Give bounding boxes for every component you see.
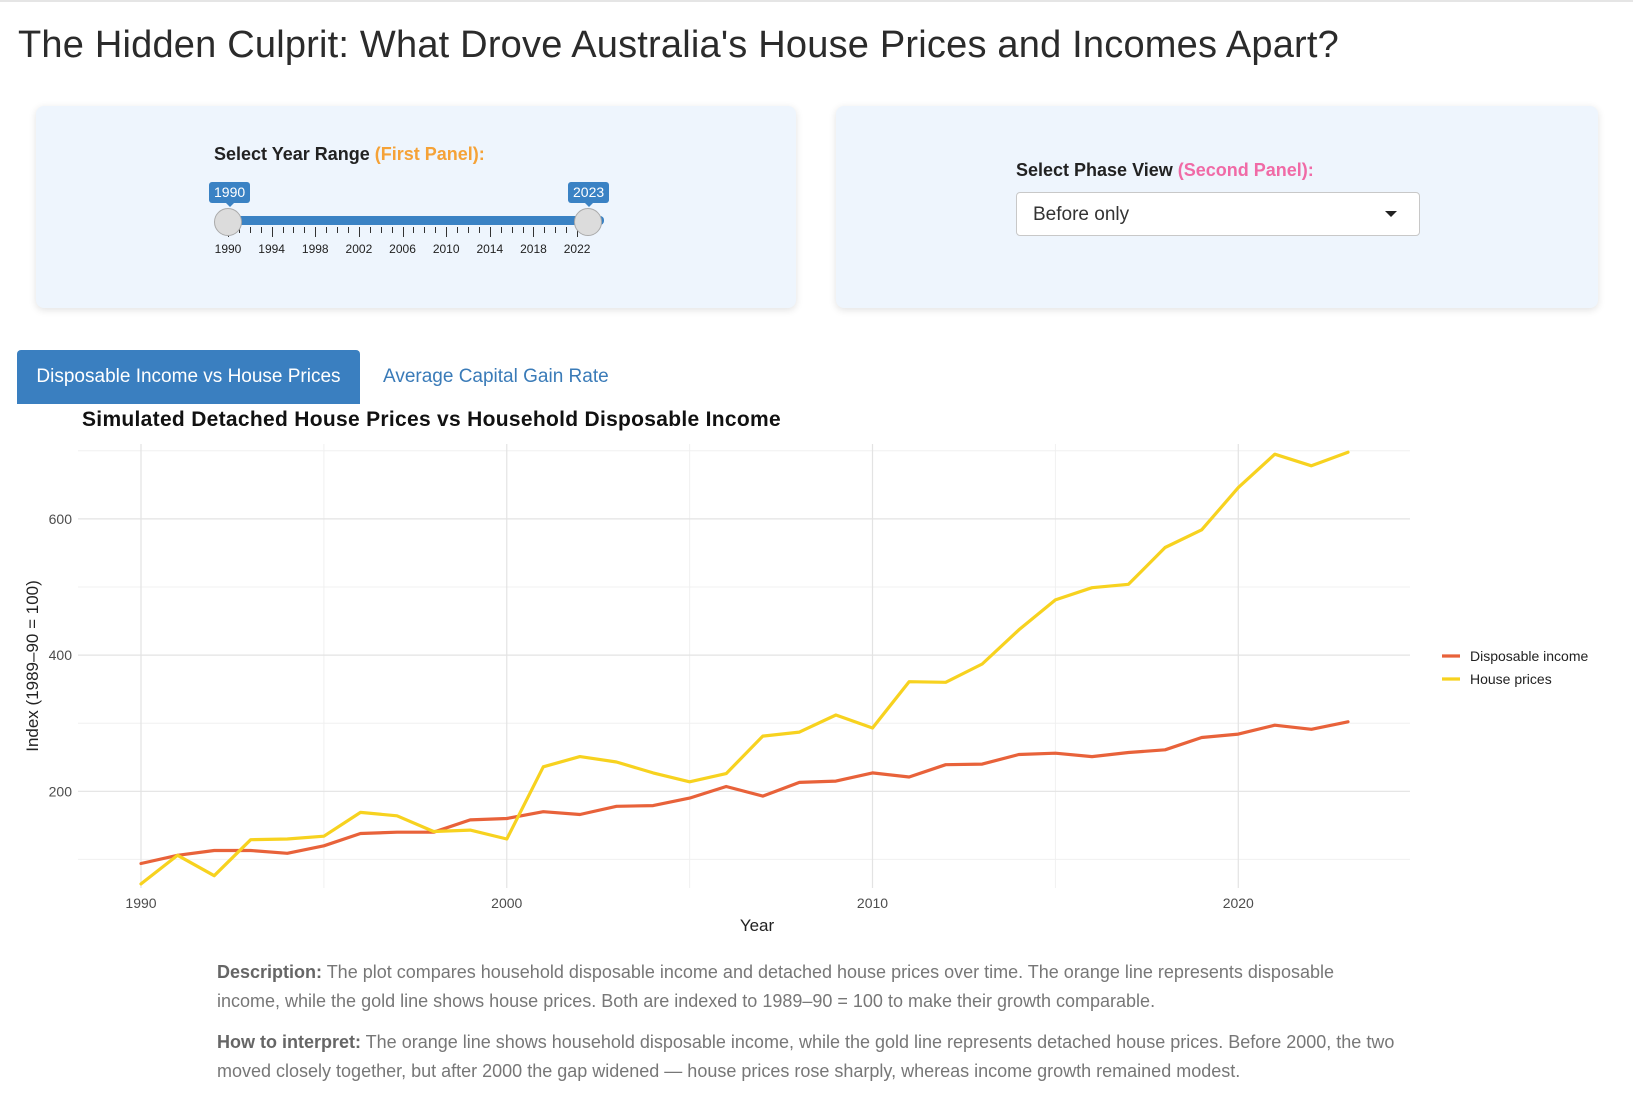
slider-tick-label: 2022 <box>563 242 591 256</box>
x-tick-label: 2000 <box>491 895 522 911</box>
tab-average-capital-gain-rate[interactable]: Average Capital Gain Rate <box>383 366 609 387</box>
slider-tick <box>348 227 349 233</box>
year-range-slider[interactable]: 1990 2023 1990 1994 1998 2002 2006 2010 2014 20… <box>209 182 634 292</box>
y-tick-label: 200 <box>49 783 73 799</box>
series-line-0 <box>139 720 1350 866</box>
phase-view-label: Select Phase View (Second Panel): <box>1016 160 1314 181</box>
x-tick-label: 2010 <box>857 895 888 911</box>
slider-tick <box>500 227 502 233</box>
interpretation-paragraph: How to interpret: The orange line shows … <box>217 1028 1397 1086</box>
legend-label: Disposable income <box>1470 648 1588 664</box>
slider-tick <box>315 227 317 237</box>
year-range-panel: Select Year Range (First Panel): 1990 20… <box>36 106 796 308</box>
slider-tick-label: 2006 <box>389 242 416 256</box>
slider-tick <box>533 227 535 237</box>
y-tick-label: 400 <box>49 647 73 663</box>
slider-tick <box>446 227 448 237</box>
x-tick-label: 2020 <box>1223 895 1254 911</box>
slider-from-handle[interactable] <box>214 208 242 236</box>
slider-tick <box>413 227 415 233</box>
slider-to-handle[interactable] <box>574 208 602 236</box>
line-chart: 200 400 600 1990 2000 2010 2020 Year Index (1989… <box>23 444 1588 935</box>
slider-tick <box>435 227 437 233</box>
slider-tick-label: 2014 <box>476 242 504 256</box>
slider-tick <box>337 227 339 233</box>
year-range-label: Select Year Range (First Panel): <box>214 144 485 165</box>
x-tick-label: 1990 <box>125 895 156 911</box>
slider-track[interactable] <box>228 216 604 225</box>
slider-tick <box>566 227 568 233</box>
slider-tick <box>522 227 524 233</box>
slider-tick <box>457 227 459 233</box>
slider-tick-label: 2002 <box>345 242 373 256</box>
legend-label: House prices <box>1470 671 1552 687</box>
slider-tick <box>358 227 360 237</box>
caret-down-icon <box>1385 211 1397 217</box>
slider-tick <box>380 227 382 233</box>
description-label: Description: <box>217 962 323 982</box>
slider-tick <box>249 227 251 233</box>
slider-tick <box>326 227 328 233</box>
slider-from-badge: 1990 <box>209 182 251 207</box>
interpretation-text: The orange line shows household disposab… <box>217 1032 1395 1081</box>
slider-tick <box>489 227 491 237</box>
slider-tick-label: 2018 <box>520 242 547 256</box>
slider-tick <box>260 227 262 233</box>
phase-view-panel: Select Phase View (Second Panel): Before… <box>836 106 1598 308</box>
series-line-1 <box>139 450 1350 886</box>
description-paragraph: Description: The plot compares household… <box>217 958 1397 1016</box>
first-panel-accent: (First Panel): <box>374 144 485 164</box>
slider-tick <box>555 227 557 233</box>
slider-tick <box>304 227 306 233</box>
slider-tick <box>271 227 273 237</box>
slider-tick <box>391 227 393 233</box>
slider-tick <box>544 227 546 233</box>
slider-tick-label: 1990 <box>214 242 242 256</box>
tab-disposable-income-vs-house-prices[interactable]: Disposable Income vs House Prices <box>17 350 360 404</box>
interpretation-label: How to interpret: <box>217 1032 361 1052</box>
slider-to-badge: 2023 <box>568 182 610 207</box>
description-text: The plot compares household disposable i… <box>217 962 1334 1011</box>
year-range-label-text: Select Year Range <box>214 144 375 164</box>
second-panel-accent: (Second Panel): <box>1177 160 1314 180</box>
phase-view-select[interactable]: Before only <box>1016 192 1420 236</box>
phase-view-label-text: Select Phase View <box>1016 160 1178 180</box>
slider-tick <box>282 227 284 233</box>
slider-tick <box>369 227 371 233</box>
x-axis-label: Year <box>740 916 775 935</box>
slider-tick <box>424 227 426 233</box>
slider-tick <box>293 227 295 233</box>
chart-title: Simulated Detached House Prices vs House… <box>82 408 781 431</box>
slider-tick-label: 1994 <box>258 242 285 256</box>
slider-tick-label: 2010 <box>432 242 460 256</box>
page-title: The Hidden Culprit: What Drove Australia… <box>18 24 1339 66</box>
slider-tick <box>402 227 404 237</box>
slider-tick <box>511 227 513 233</box>
slider-tick-label: 1998 <box>301 242 329 256</box>
phase-view-value: Before only <box>1033 204 1130 225</box>
y-tick-label: 600 <box>49 511 73 527</box>
y-axis-label: Index (1989–90 = 100) <box>23 580 42 752</box>
top-border <box>0 0 1633 2</box>
slider-tick <box>478 227 480 233</box>
slider-tick <box>468 227 469 233</box>
